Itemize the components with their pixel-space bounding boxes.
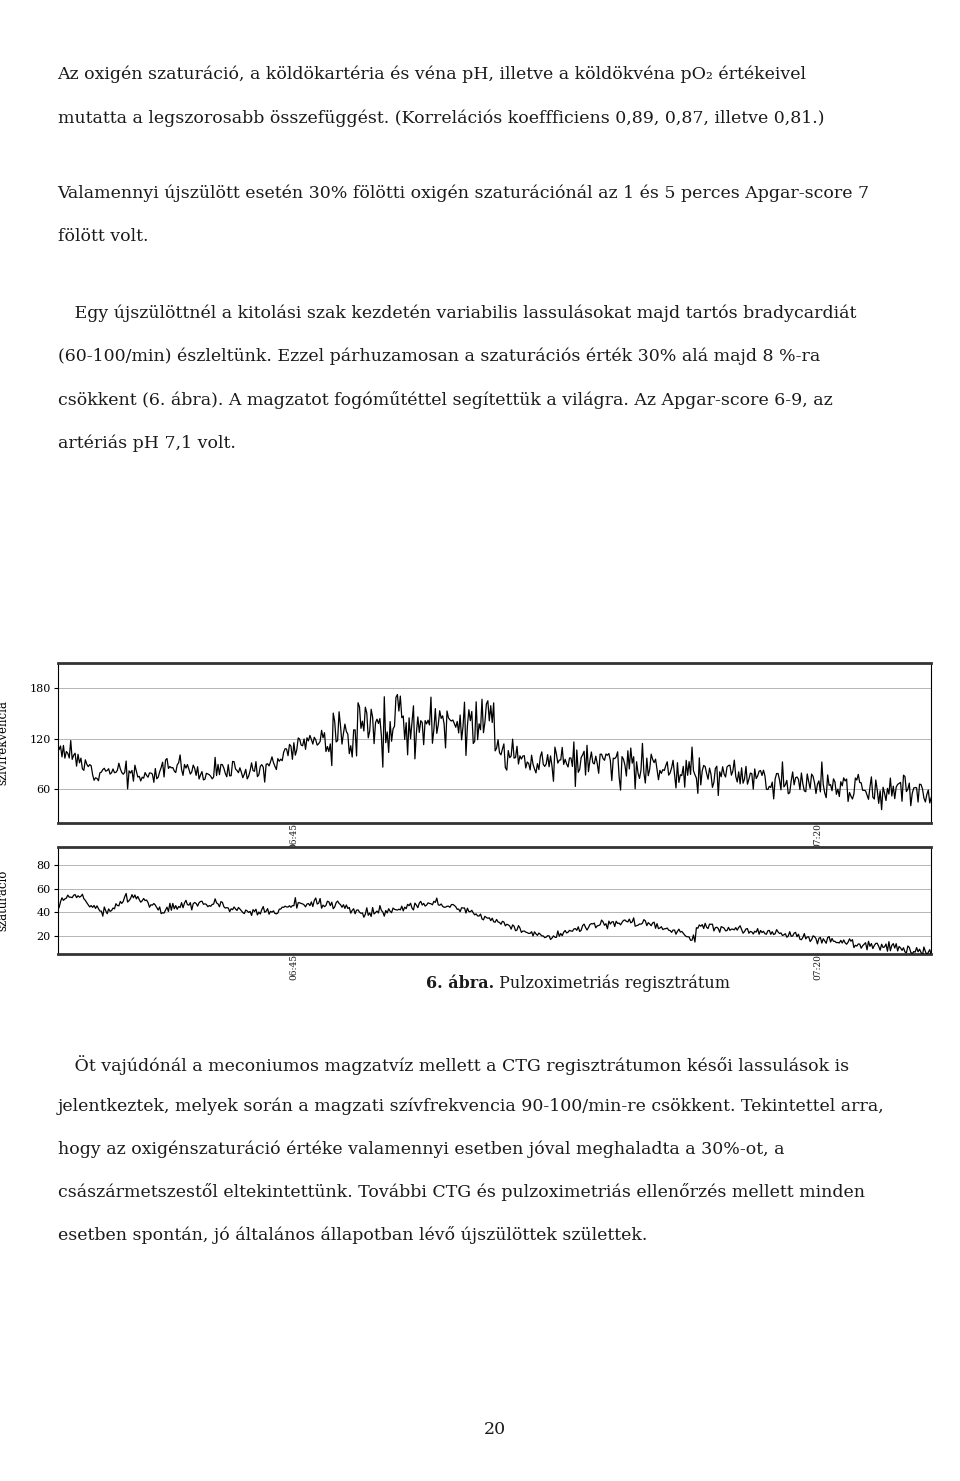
- Text: Valamennyi újszülött esetén 30% fölötti oxigén szaturációnál az 1 és 5 perces Ap: Valamennyi újszülött esetén 30% fölötti …: [58, 185, 870, 203]
- Text: hogy az oxigénszaturáció értéke valamennyi esetben jóval meghaladta a 30%-ot, a: hogy az oxigénszaturáció értéke valamenn…: [58, 1140, 784, 1158]
- Text: (60-100/min) észleltünk. Ezzel párhuzamosan a szaturációs érték 30% alá majd 8 %: (60-100/min) észleltünk. Ezzel párhuzamo…: [58, 348, 820, 366]
- Text: 06:45: 06:45: [289, 954, 298, 980]
- Text: csökkent (6. ábra). A magzatot fogóműtéttel segítettük a világra. Az Apgar-score: csökkent (6. ábra). A magzatot fogóműtét…: [58, 391, 832, 409]
- Text: 20: 20: [483, 1422, 506, 1438]
- Text: 07:20: 07:20: [813, 823, 822, 849]
- Text: Az oxigén szaturáció, a köldökartéria és véna pH, illetve a köldökvéna pO₂ érték: Az oxigén szaturáció, a köldökartéria és…: [58, 65, 806, 83]
- Text: 06:45: 06:45: [289, 823, 298, 849]
- Text: jelentkeztek, melyek során a magzati szívfrekvencia 90-100/min-re csökkent. Teki: jelentkeztek, melyek során a magzati szí…: [58, 1097, 884, 1115]
- Text: artériás pH 7,1 volt.: artériás pH 7,1 volt.: [58, 435, 235, 452]
- Text: császármetszestől eltekintettünk. További CTG és pulzoximetriás ellenőrzés melle: császármetszestől eltekintettünk. Tovább…: [58, 1183, 865, 1201]
- Text: Egy újszülöttnél a kitolási szak kezdetén variabilis lassulásokat majd tartós br: Egy újszülöttnél a kitolási szak kezdeté…: [58, 304, 856, 321]
- Text: Pulzoximetriás regisztrátum: Pulzoximetriás regisztrátum: [494, 974, 731, 992]
- Text: 07:20: 07:20: [813, 954, 822, 980]
- Text: fölött volt.: fölött volt.: [58, 228, 148, 246]
- Text: mutatta a legszorosabb összefüggést. (Korrelációs koeffficiens 0,89, 0,87, illet: mutatta a legszorosabb összefüggést. (Ko…: [58, 110, 824, 127]
- Text: Öt vajúdónál a meconiumos magzatvíz mellett a CTG regisztrátumon késői lassuláso: Öt vajúdónál a meconiumos magzatvíz mell…: [58, 1054, 849, 1075]
- Text: 6. ábra.: 6. ábra.: [426, 974, 494, 992]
- Y-axis label: szaturáció: szaturáció: [0, 869, 10, 932]
- Y-axis label: szívfrekvencia: szívfrekvencia: [0, 701, 10, 785]
- Text: esetben spontán, jó általános állapotban lévő újszülöttek születtek.: esetben spontán, jó általános állapotban…: [58, 1226, 647, 1244]
